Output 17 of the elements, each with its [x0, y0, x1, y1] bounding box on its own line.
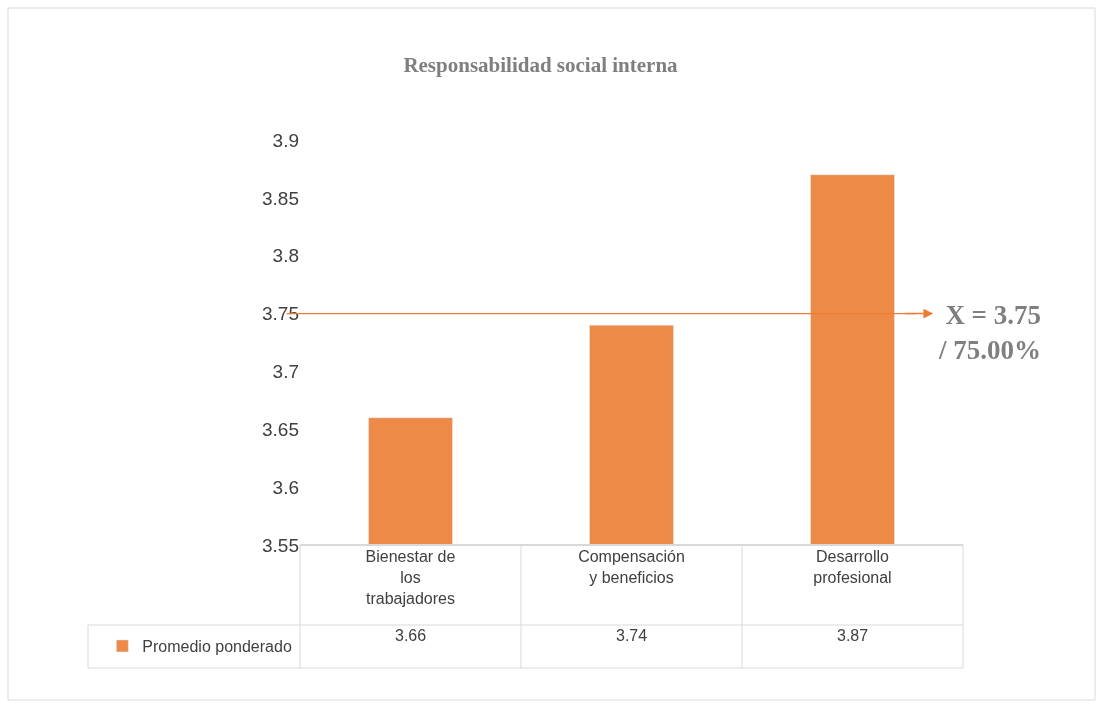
y-tick-label: 3.7: [272, 361, 299, 383]
data-label: 3.66: [395, 627, 427, 644]
y-tick-label: 3.6: [272, 476, 299, 498]
y-tick-label: 3.65: [262, 418, 299, 440]
x-tick-label: Desarrollo profesional: [813, 548, 892, 586]
data-label: 3.87: [837, 627, 869, 644]
x-tick-label: Bienestar de los trabajadores: [365, 548, 456, 607]
x-tick-label: Compensación y beneficios: [578, 548, 685, 586]
data-label: 3.74: [616, 627, 648, 644]
legend-label: Promedio ponderado: [142, 638, 292, 656]
y-tick-label: 3.85: [262, 187, 299, 209]
chart-title: Responsabilidad social interna: [403, 52, 679, 77]
y-tick-label: 3.9: [272, 129, 299, 151]
y-tick-label: 3.8: [272, 245, 299, 267]
ref-line-label: X = 3.75 / 75.00%: [938, 300, 1042, 366]
y-tick-label: 3.75: [262, 303, 299, 325]
y-tick-label: 3.55: [262, 534, 299, 556]
